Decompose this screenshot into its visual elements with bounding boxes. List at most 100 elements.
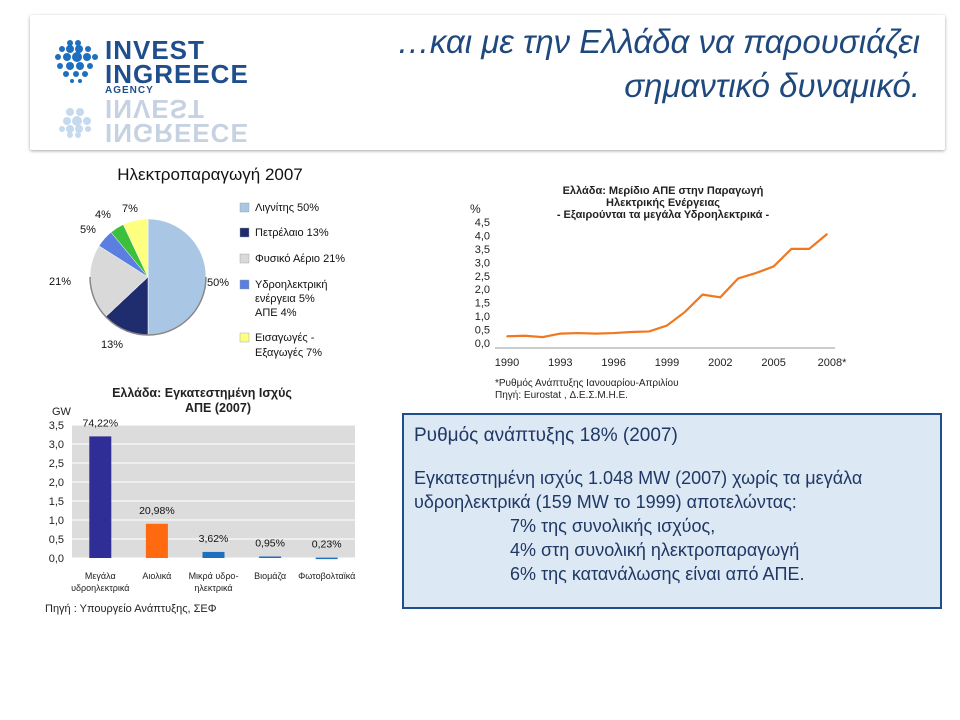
bar-category-label: ηλεκτρικά bbox=[194, 583, 232, 593]
pie-slice-label: 7% bbox=[122, 203, 138, 215]
line-point bbox=[772, 265, 775, 268]
line-x-tick: 2005 bbox=[761, 357, 785, 369]
bar-value-label: 0,23% bbox=[312, 539, 342, 551]
legend-entry: ενέργεια 5% bbox=[255, 293, 315, 305]
bar-y-tick: 3,0 bbox=[49, 439, 64, 451]
legend-entry: Εισαγωγές - bbox=[255, 332, 315, 344]
bar-value-label: 20,98% bbox=[139, 505, 175, 517]
line-point bbox=[523, 334, 526, 337]
logo-line3: AGENCY bbox=[105, 85, 154, 96]
bar-value-label: 0,95% bbox=[255, 537, 285, 549]
line-point bbox=[506, 335, 508, 338]
line-x-tick: 1996 bbox=[601, 357, 625, 369]
bar-y-tick: 0,5 bbox=[49, 534, 64, 546]
pie-slice bbox=[147, 218, 207, 336]
pie-slice-label: 21% bbox=[49, 276, 71, 288]
legend-entry: Πετρέλαιο 13% bbox=[255, 227, 329, 239]
bar-y-tick: 2,5 bbox=[49, 458, 64, 470]
bar-y-tick: 1,0 bbox=[49, 515, 64, 527]
line-point bbox=[612, 332, 615, 334]
pie-chart: 50% 13% 21% 5% 4% 7% bbox=[49, 203, 229, 351]
bar-y-tick: 2,0 bbox=[49, 477, 64, 489]
line-chart: 0,00,5 1,01,5 2,02,5 3,03,5 4,04,5 1990 1993 19… bbox=[475, 217, 847, 369]
logo-dots-icon bbox=[55, 40, 98, 138]
info-box: Ρυθμός ανάπτυξης 18% (2007) Εγκατεστημέν… bbox=[402, 413, 942, 609]
line-point bbox=[755, 272, 757, 274]
line-y-axis-label: % bbox=[470, 202, 481, 216]
line-y-tick: 0,0 bbox=[475, 338, 490, 350]
bar-y-tick: 1,5 bbox=[49, 496, 64, 508]
line-point bbox=[683, 311, 686, 313]
pie-title: Ηλεκτροπαραγωγή 2007 bbox=[117, 165, 303, 184]
capacity-text-line2: υδροηλεκτρικά (159 MW το 1999) αποτελώντ… bbox=[414, 492, 797, 512]
slide-title-line2: σημαντικό δυναμικό. bbox=[624, 67, 920, 104]
bar bbox=[315, 557, 338, 560]
line-point bbox=[719, 296, 722, 299]
legend-swatch bbox=[239, 227, 250, 238]
stat-generation-share: 4% στη συνολική ηλεκτροπαραγωγή bbox=[510, 540, 800, 560]
bar-value-label: 74,22% bbox=[82, 417, 118, 429]
logo-line1: INVEST bbox=[105, 35, 205, 65]
bar-title-line2: ΑΠΕ (2007) bbox=[185, 401, 251, 415]
bar-title-line1: Ελλάδα: Εγκατεστημένη Ισχύς bbox=[112, 386, 292, 400]
line-point bbox=[559, 332, 562, 335]
growth-rate-text: Ρυθμός ανάπτυξης 18% (2007) bbox=[414, 425, 678, 446]
pie-slice bbox=[122, 218, 149, 278]
line-y-tick: 2,0 bbox=[475, 284, 490, 296]
bar-category-label: Αιολικά bbox=[142, 571, 171, 581]
line-point bbox=[648, 330, 651, 333]
capacity-text-line1: Εγκατεστημένη ισχύς 1.048 MW (2007) χωρί… bbox=[414, 468, 863, 488]
pie-slice-label: 50% bbox=[207, 277, 229, 289]
line-point bbox=[630, 331, 633, 333]
bar-chart: 0,0 0,5 1,0 1,5 2,0 2,5 3,0 3,5 74,22% Μεγάλα υδρο… bbox=[49, 417, 356, 593]
logo-line2: INGREECE bbox=[105, 59, 249, 89]
bar-value-label: 3,62% bbox=[199, 533, 229, 545]
bar bbox=[202, 551, 225, 558]
bar bbox=[89, 436, 112, 558]
legend-swatch bbox=[239, 279, 250, 290]
legend-entry: ΑΠΕ 4% bbox=[255, 307, 297, 319]
line-point bbox=[577, 332, 579, 334]
bar-category-label: υδροηλεκτρικά bbox=[71, 583, 129, 593]
bar bbox=[259, 556, 282, 558]
line-x-tick: 1993 bbox=[548, 357, 572, 369]
legend-swatch bbox=[239, 253, 250, 264]
line-y-tick: 4,0 bbox=[475, 230, 490, 242]
slide-title: …και με την Ελλάδα να παρουσιάζει σημαντ… bbox=[397, 20, 920, 108]
legend-entry: Λιγνίτης 50% bbox=[255, 202, 319, 214]
line-y-tick: 2,5 bbox=[475, 271, 490, 283]
line-series bbox=[506, 233, 828, 339]
pie-legend: Λιγνίτης 50% Πετρέλαιο 13% Φυσικό Αέριο 21… bbox=[239, 202, 345, 359]
legend-swatch bbox=[239, 202, 250, 213]
line-y-tick: 4,5 bbox=[475, 217, 490, 229]
slide-title-line1: …και με την Ελλάδα να παρουσιάζει bbox=[396, 23, 920, 60]
legend-entry: Εξαγωγές 7% bbox=[255, 347, 322, 359]
pie-slice-label: 5% bbox=[80, 224, 96, 236]
pie-slice-label: 4% bbox=[95, 209, 111, 221]
pie-slice-label: 13% bbox=[101, 339, 123, 351]
line-point bbox=[541, 336, 544, 338]
line-point bbox=[826, 233, 828, 235]
line-point bbox=[595, 332, 597, 335]
bar-plot-area bbox=[72, 425, 355, 558]
line-point bbox=[737, 277, 739, 280]
line-point bbox=[808, 248, 811, 250]
line-point bbox=[666, 324, 668, 327]
source-note: Πηγή : Υπουργείο Ανάπτυξης, ΣΕΦ bbox=[45, 603, 217, 615]
legend-swatch bbox=[239, 332, 250, 343]
stat-total-capacity: 7% της συνολικής ισχύος, bbox=[510, 516, 716, 536]
bar-y-tick: 0,0 bbox=[49, 553, 64, 565]
invest-in-greece-logo: INVEST INGREECE AGENCY INGREECE INVEST bbox=[50, 35, 249, 148]
line-point bbox=[790, 248, 793, 250]
line-y-tick: 3,5 bbox=[475, 244, 490, 256]
stat-consumption-share: 6% της κατανάλωσης είναι από ΑΠΕ. bbox=[510, 564, 805, 584]
line-title-line1: Ελλάδα: Μερίδιο ΑΠΕ στην Παραγωγή bbox=[563, 185, 764, 197]
bar-category-label: Μεγάλα bbox=[85, 571, 116, 581]
bar-y-axis-label: GW bbox=[52, 406, 72, 418]
header-banner bbox=[30, 15, 945, 150]
line-y-tick: 0,5 bbox=[475, 325, 490, 337]
legend-entry: Υδροηλεκτρική bbox=[255, 279, 328, 291]
bar-category-label: Φωτοβολταϊκά bbox=[298, 571, 355, 581]
